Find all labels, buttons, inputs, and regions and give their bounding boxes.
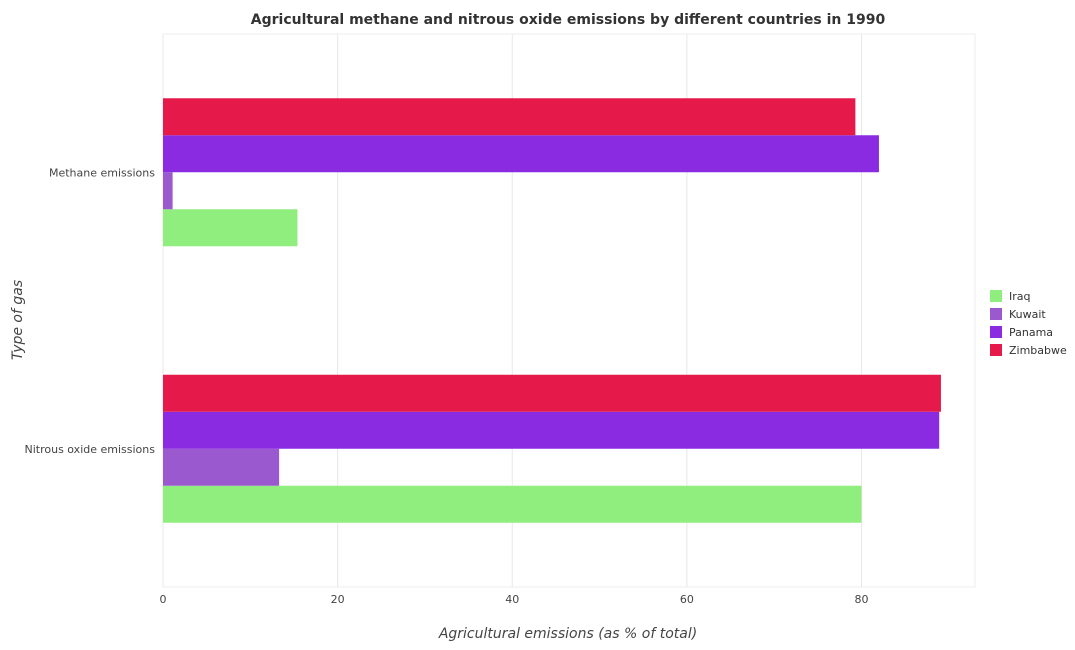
- y-tick-label: Nitrous oxide emissions: [24, 443, 155, 456]
- legend-swatch-panama: [990, 326, 1002, 338]
- x-tick-label: 20: [331, 593, 345, 606]
- legend-label-iraq: Iraq: [1009, 290, 1031, 303]
- chart-title: Agricultural methane and nitrous oxide e…: [251, 12, 886, 28]
- x-axis-label: Agricultural emissions (as % of total): [438, 626, 697, 642]
- legend-swatch-kuwait: [990, 308, 1002, 320]
- legend-label-kuwait: Kuwait: [1009, 308, 1046, 321]
- legend: Iraq Kuwait Panama Zimbabwe: [990, 290, 1067, 357]
- y-axis-label: Type of gas: [10, 280, 26, 360]
- legend-label-panama: Panama: [1009, 326, 1053, 339]
- plot-area: 0 20 40 60 80 Methane emissions Nitrous oxide …: [24, 33, 976, 606]
- bar-zimbabwe-1: [163, 374, 941, 412]
- x-tick-label: 60: [680, 593, 694, 606]
- bar-panama-0: [163, 135, 879, 173]
- bar-kuwait-0: [163, 172, 173, 210]
- bar-kuwait-1: [163, 448, 280, 486]
- bar-zimbabwe-0: [163, 98, 856, 136]
- x-tick-label: 0: [160, 593, 167, 606]
- y-tick-label: Methane emissions: [49, 166, 155, 179]
- legend-swatch-zimbabwe: [990, 344, 1002, 356]
- bar-iraq-0: [163, 209, 298, 247]
- bar-panama-1: [163, 411, 940, 449]
- x-tick-label: 40: [505, 593, 519, 606]
- bar-iraq-1: [163, 485, 862, 523]
- legend-swatch-iraq: [990, 290, 1002, 302]
- legend-label-zimbabwe: Zimbabwe: [1009, 344, 1067, 357]
- x-tick-label: 80: [854, 593, 868, 606]
